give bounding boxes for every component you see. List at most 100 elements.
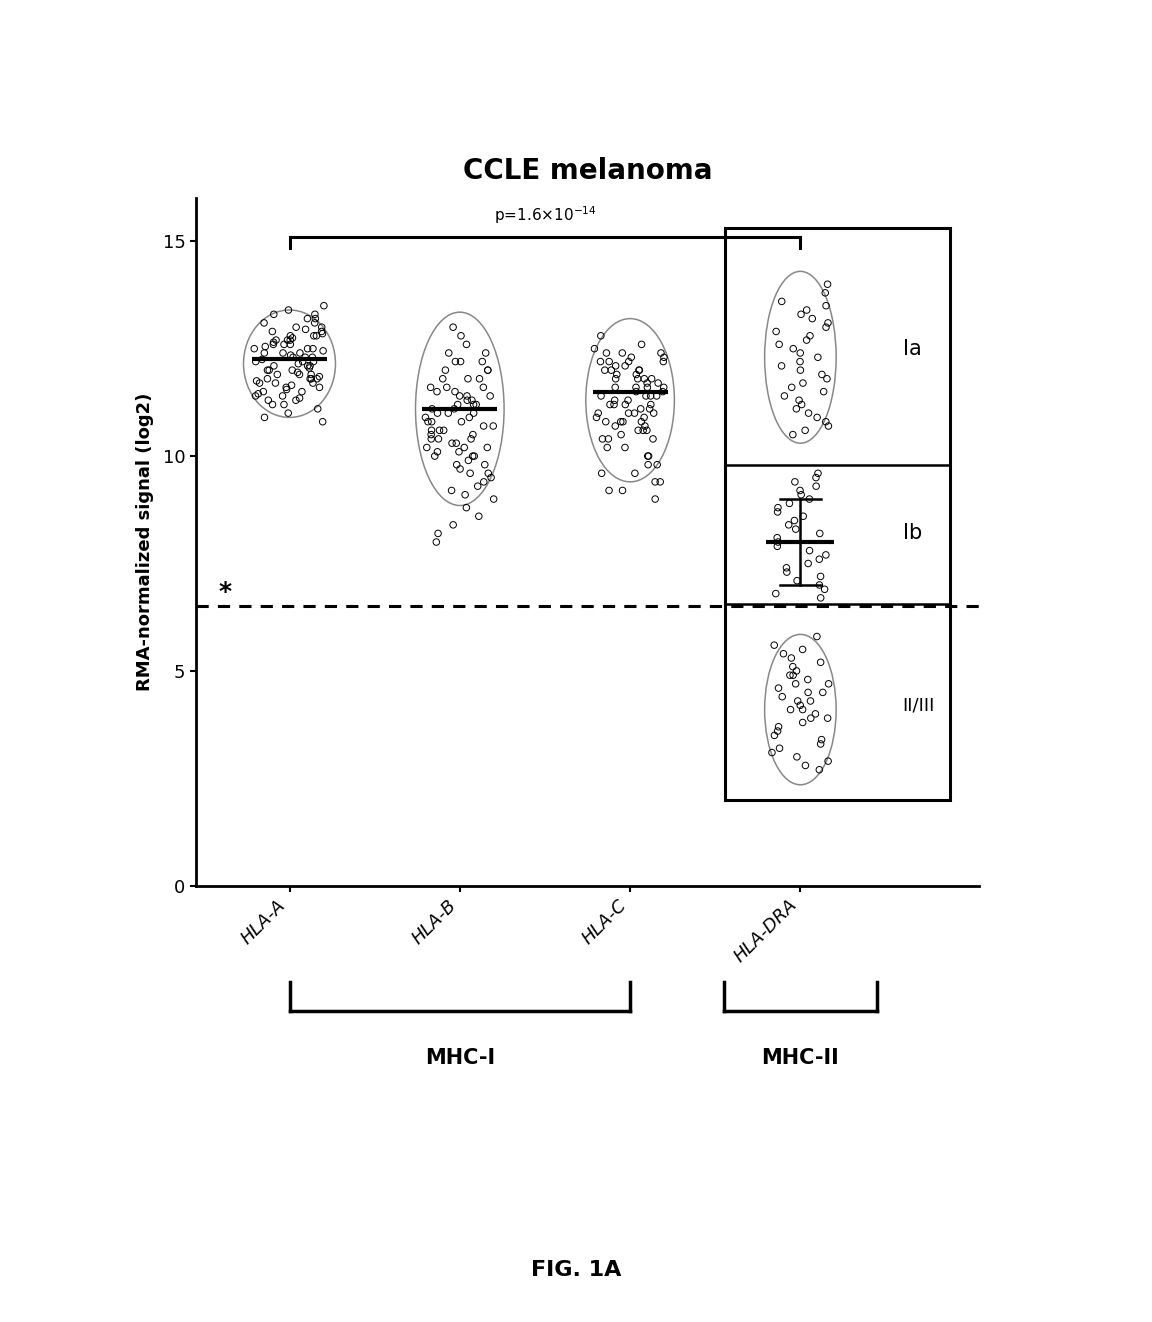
Point — [638, 446, 657, 467]
Point — [809, 463, 827, 484]
Point — [647, 385, 666, 406]
Point — [787, 518, 805, 539]
Point — [773, 686, 791, 707]
Point — [279, 329, 297, 350]
Point — [588, 407, 606, 428]
Point — [797, 299, 816, 320]
Point — [806, 476, 825, 497]
Point — [255, 342, 273, 364]
Point — [652, 342, 670, 364]
Point — [416, 407, 434, 428]
Title: CCLE melanoma: CCLE melanoma — [463, 157, 712, 185]
Point — [255, 381, 273, 402]
Point — [780, 493, 798, 514]
Point — [775, 385, 794, 406]
Point — [811, 566, 829, 587]
Point — [444, 514, 462, 535]
Point — [770, 333, 788, 354]
Point — [653, 381, 672, 402]
Point — [279, 299, 297, 320]
Point — [770, 677, 788, 698]
Point — [448, 394, 467, 415]
Point — [781, 699, 799, 720]
Point — [787, 673, 805, 694]
Point — [619, 390, 637, 411]
Point — [763, 742, 781, 763]
Point — [298, 308, 317, 329]
Text: Ib: Ib — [902, 524, 922, 543]
Point — [812, 364, 831, 385]
Point — [627, 364, 645, 385]
Point — [464, 402, 483, 423]
Point — [632, 411, 651, 432]
Point — [449, 442, 468, 463]
Point — [642, 385, 660, 406]
Point — [464, 394, 483, 415]
Point — [446, 350, 464, 373]
Point — [303, 346, 321, 368]
Point — [627, 377, 645, 398]
Point — [798, 682, 817, 703]
Text: MHC-I: MHC-I — [425, 1048, 495, 1068]
Point — [783, 665, 802, 686]
Point — [787, 398, 805, 419]
Point — [265, 304, 283, 325]
Point — [786, 510, 804, 531]
Point — [475, 471, 493, 492]
Point — [276, 377, 295, 398]
Text: *: * — [218, 580, 232, 604]
Point — [479, 463, 498, 484]
Point — [781, 665, 799, 686]
Point — [639, 453, 658, 475]
Point — [275, 333, 294, 354]
Point — [632, 333, 651, 354]
Point — [627, 381, 645, 402]
Point — [817, 316, 835, 337]
Point — [456, 484, 475, 505]
Point — [289, 353, 308, 374]
Text: II/III: II/III — [902, 697, 935, 714]
Point — [635, 407, 653, 428]
Point — [765, 724, 783, 746]
Point — [422, 428, 440, 449]
Point — [622, 346, 641, 368]
Point — [602, 360, 621, 381]
Point — [806, 703, 825, 724]
Point — [768, 497, 787, 518]
Point — [423, 398, 441, 419]
Point — [281, 333, 300, 354]
Point — [606, 377, 624, 398]
Point — [803, 308, 821, 329]
Point — [304, 325, 323, 346]
Point — [644, 402, 662, 423]
Point — [304, 338, 323, 360]
Point — [267, 329, 286, 350]
Point — [616, 394, 635, 415]
Point — [290, 342, 309, 364]
Point — [473, 350, 492, 373]
Point — [770, 717, 788, 738]
Point — [281, 325, 300, 346]
Point — [790, 390, 809, 411]
Point — [780, 514, 798, 535]
Point — [768, 527, 787, 549]
Point — [266, 373, 285, 394]
Point — [457, 333, 476, 354]
Point — [469, 476, 487, 497]
Point — [819, 751, 838, 772]
Point — [637, 385, 655, 406]
Point — [810, 574, 828, 595]
Point — [480, 385, 499, 406]
Point — [774, 642, 793, 664]
Point — [264, 333, 282, 354]
Point — [606, 415, 624, 436]
Point — [782, 377, 801, 398]
Point — [434, 419, 453, 440]
Point — [288, 362, 306, 383]
Point — [478, 360, 497, 381]
Point — [433, 368, 452, 389]
Point — [631, 398, 650, 419]
Point — [782, 648, 801, 669]
Point — [654, 377, 673, 398]
Point — [452, 325, 470, 346]
